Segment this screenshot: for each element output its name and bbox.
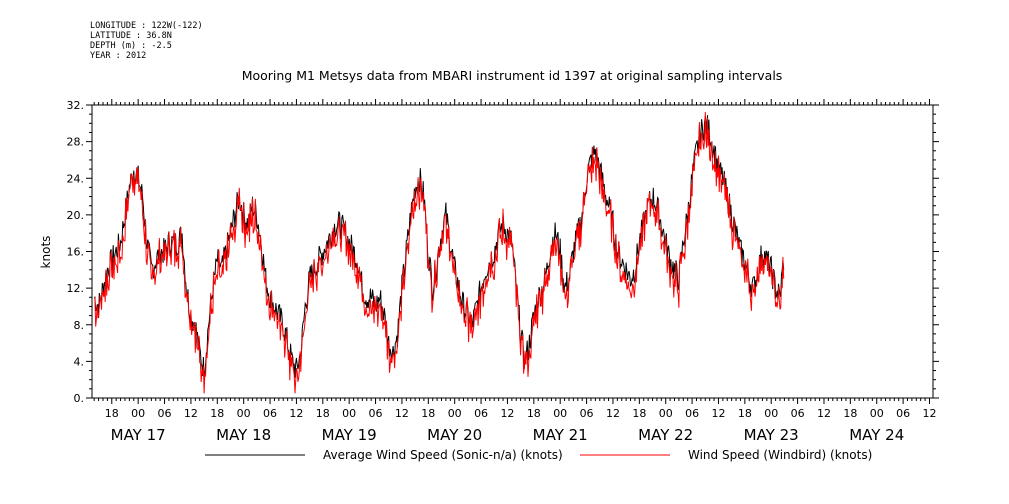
- x-day-label: MAY 19: [322, 426, 377, 444]
- x-day-label: MAY 18: [216, 426, 271, 444]
- x-tick-label: 06: [580, 407, 594, 420]
- x-tick-label: 00: [764, 407, 778, 420]
- y-axis-label: knots: [39, 236, 53, 269]
- depth-label: DEPTH (m) : -2.5: [90, 41, 172, 51]
- x-tick-label: 06: [896, 407, 910, 420]
- x-tick-label: 18: [843, 407, 857, 420]
- x-tick-label: 12: [500, 407, 514, 420]
- y-axis: 0. 4. 8. 12. 16. 20. 24. 28. 32.: [67, 99, 939, 405]
- latitude-label: LATITUDE : 36.8N: [90, 31, 172, 41]
- y-tick-label: 20.: [67, 209, 85, 222]
- metadata-block: LONGITUDE : 122W(-122) LATITUDE : 36.8N …: [90, 21, 203, 61]
- series-line-windbird: [93, 111, 785, 394]
- x-tick-label: 00: [553, 407, 567, 420]
- x-tick-label: 00: [448, 407, 462, 420]
- x-tick-label: 06: [158, 407, 172, 420]
- x-day-label: MAY 20: [427, 426, 482, 444]
- y-tick-label: 0.: [74, 392, 85, 405]
- y-tick-label: 16.: [67, 246, 85, 259]
- x-tick-label: 18: [632, 407, 646, 420]
- x-axis: 18 00 06 12 18 00 06 12 18 00 06 12 18 00 06 12 18 00 06 12…: [93, 99, 936, 444]
- x-tick-label: 18: [105, 407, 119, 420]
- legend: Average Wind Speed (Sonic-n/a) (knots) Wi…: [205, 448, 872, 462]
- y-tick-label: 4.: [74, 355, 85, 368]
- x-tick-label: 00: [131, 407, 145, 420]
- y-tick-label: 12.: [67, 282, 85, 295]
- series-layer: [93, 111, 785, 394]
- x-tick-label: 06: [369, 407, 383, 420]
- x-day-label: MAY 23: [744, 426, 799, 444]
- y-tick-label: 8.: [74, 319, 85, 332]
- x-tick-label: 12: [395, 407, 409, 420]
- x-tick-label: 12: [606, 407, 620, 420]
- y-tick-label: 32.: [67, 99, 85, 112]
- legend-label-windbird: Wind Speed (Windbird) (knots): [688, 448, 872, 462]
- x-tick-label: 00: [870, 407, 884, 420]
- x-tick-label: 00: [342, 407, 356, 420]
- x-tick-label: 12: [711, 407, 725, 420]
- x-day-label: MAY 21: [533, 426, 588, 444]
- x-tick-label: 18: [738, 407, 752, 420]
- x-tick-label: 06: [263, 407, 277, 420]
- x-tick-label: 12: [817, 407, 831, 420]
- x-day-label: MAY 22: [638, 426, 693, 444]
- x-tick-label: 00: [659, 407, 673, 420]
- legend-label-sonic: Average Wind Speed (Sonic-n/a) (knots): [323, 448, 563, 462]
- x-tick-label: 06: [685, 407, 699, 420]
- longitude-label: LONGITUDE : 122W(-122): [90, 21, 203, 31]
- x-tick-label: 06: [474, 407, 488, 420]
- y-tick-label: 24.: [67, 172, 85, 185]
- x-day-label: MAY 17: [111, 426, 166, 444]
- x-tick-label: 06: [791, 407, 805, 420]
- x-tick-label: 12: [184, 407, 198, 420]
- x-tick-label: 18: [316, 407, 330, 420]
- x-tick-label: 12: [289, 407, 303, 420]
- x-tick-label: 12: [922, 407, 936, 420]
- x-tick-label: 18: [421, 407, 435, 420]
- x-tick-label: 00: [237, 407, 251, 420]
- x-tick-label: 18: [210, 407, 224, 420]
- y-tick-label: 28.: [67, 136, 85, 149]
- x-tick-label: 18: [527, 407, 541, 420]
- chart-title: Mooring M1 Metsys data from MBARI instru…: [242, 68, 783, 83]
- x-day-label: MAY 24: [849, 426, 904, 444]
- year-label: YEAR : 2012: [90, 51, 147, 61]
